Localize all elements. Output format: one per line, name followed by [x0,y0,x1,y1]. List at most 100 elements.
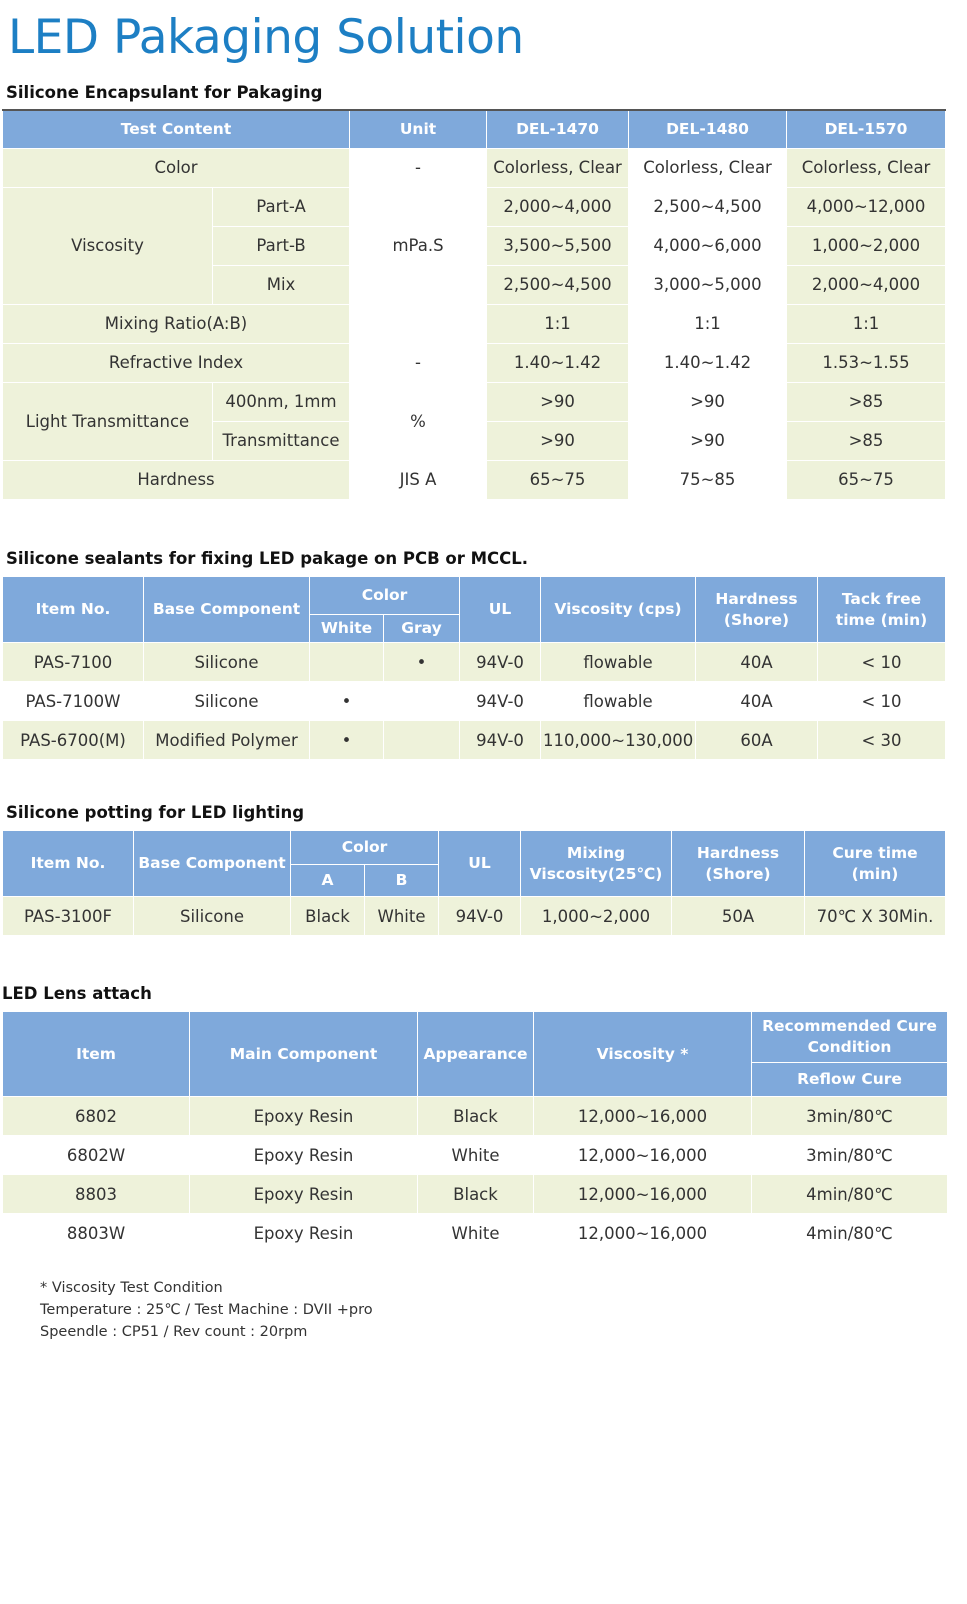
cell: 40A [695,681,819,721]
cell: 94V-0 [459,720,542,760]
value-cell: >85 [786,381,947,422]
col-header: Item No. [2,830,134,897]
col-header: Color [289,830,440,865]
cell: 3min/80℃ [751,1096,948,1136]
table-row: Mix 2,500~4,500 3,000~5,000 2,000~4,000 [3,264,947,305]
table-row: PAS-7100W Silicone • 94V-0 flowable 40A … [2,681,947,721]
sub-label: Part-A [211,186,351,227]
table-header-row: Reflow Cure [3,1062,948,1097]
cell: PAS-7100W [2,681,144,721]
table-row: Mixing Ratio(A:B) 1:1 1:1 1:1 [1,303,947,344]
cell: PAS-3100F [2,896,134,936]
col-header: UL [438,830,522,897]
table-header-row: Item Main Component Appearance Viscosity… [2,1011,948,1097]
cell: 6802 [2,1096,190,1136]
potting-table: Item No. Base Component Color UL Mixing … [2,830,947,936]
table-header-row: A B [3,864,946,897]
cell: 50A [671,896,806,936]
row-label: Refractive Index [1,342,351,383]
cell: White [363,896,440,936]
col-header: Viscosity (cps) [540,576,697,643]
section-heading-sealants: Silicone sealants for fixing LED pakage … [6,549,529,568]
section-heading-encapsulant: Silicone Encapsulant for Pakaging [6,83,323,102]
sub-label: Mix [211,264,351,305]
value-cell: 1.40~1.42 [486,342,630,383]
cell: flowable [540,642,697,682]
cell: 12,000~16,000 [533,1135,752,1175]
value-cell: 3,500~5,500 [486,225,630,266]
cell: Epoxy Resin [189,1096,418,1136]
table-row: PAS-3100F Silicone Black White 94V-0 1,0… [2,896,947,936]
cell [309,642,384,682]
col-header: Reflow Cure [751,1062,948,1097]
section-heading-lens: LED Lens attach [2,984,152,1003]
cell: Modified Polymer [143,720,310,760]
value-cell: 1:1 [786,303,947,344]
row-label: Hardness [1,459,351,500]
cell [382,681,461,721]
value-cell: 2,500~4,500 [628,186,788,227]
value-cell: Colorless, Clear [486,147,630,188]
table-row: Part-B 3,500~5,500 4,000~6,000 1,000~2,0… [3,225,947,266]
cell: Black [417,1174,534,1214]
cell: 4min/80℃ [751,1174,948,1214]
value-cell: 1:1 [486,303,630,344]
cell: 6802W [2,1135,190,1175]
sealants-table: Item No. Base Component Color UL Viscosi… [2,576,947,760]
value-cell: 1.40~1.42 [628,342,788,383]
col-header: White [309,614,384,643]
col-header: Test Content [1,109,351,149]
sub-label: 400nm, 1mm [211,381,351,422]
table-row: 8803 Epoxy Resin Black 12,000~16,000 4mi… [2,1174,948,1214]
encapsulant-table: Test Content Unit DEL-1470 DEL-1480 DEL-… [1,109,947,500]
cell: 1,000~2,000 [520,896,673,936]
table-row: 8803W Epoxy Resin White 12,000~16,000 4m… [2,1213,948,1253]
lens-attach-table: Item Main Component Appearance Viscosity… [2,1011,948,1253]
col-header: Cure time (min) [804,830,947,897]
footnote-line: * Viscosity Test Condition [40,1280,223,1296]
cell: PAS-6700(M) [2,720,144,760]
cell: White [417,1213,534,1253]
value-cell: Colorless, Clear [628,147,788,188]
table-row: Color - Colorless, Clear Colorless, Clea… [1,147,947,188]
row-label: Color [1,147,351,188]
col-header: UL [459,576,542,643]
table-header-row: Item No. Base Component Color UL Viscosi… [2,576,947,643]
cell: Silicone [143,681,310,721]
value-cell: >90 [628,381,788,422]
footnote-line: Speendle : CP51 / Rev count : 20rpm [40,1324,308,1340]
cell: 8803 [2,1174,190,1214]
col-header: DEL-1570 [786,109,947,149]
col-header: Hardness (Shore) [695,576,819,643]
footnote-line: Temperature : 25℃ / Test Machine : DVII … [40,1302,373,1318]
col-header: Mixing Viscosity(25℃) [520,830,673,897]
cell: White [417,1135,534,1175]
unit-cell [349,303,488,344]
cell: 40A [695,642,819,682]
cell: 94V-0 [438,896,522,936]
footnotes: * Viscosity Test Condition Temperature :… [40,1277,373,1343]
table-header-row: Item No. Base Component Color UL Mixing … [2,830,947,897]
col-header: Item [2,1011,190,1097]
cell: 12,000~16,000 [533,1174,752,1214]
cell: Black [290,896,365,936]
unit-cell: - [349,342,488,383]
unit-cell: % [349,381,488,461]
table-row: PAS-7100 Silicone • 94V-0 flowable 40A <… [2,642,947,682]
section-heading-potting: Silicone potting for LED lighting [6,803,305,822]
col-header: DEL-1480 [628,109,788,149]
cell: PAS-7100 [2,642,144,682]
row-label: Light Transmittance [2,381,213,461]
cell: flowable [540,681,697,721]
cell: • [309,681,384,721]
col-header: Unit [349,109,488,149]
row-label: Viscosity [2,186,213,305]
sub-label: Transmittance [211,420,351,461]
cell: 8803W [2,1213,190,1253]
cell: Epoxy Resin [189,1135,418,1175]
sub-label: Part-B [211,225,351,266]
value-cell: 65~75 [486,459,630,500]
cell: 3min/80℃ [751,1135,948,1175]
cell: Epoxy Resin [189,1213,418,1253]
cell: Epoxy Resin [189,1174,418,1214]
